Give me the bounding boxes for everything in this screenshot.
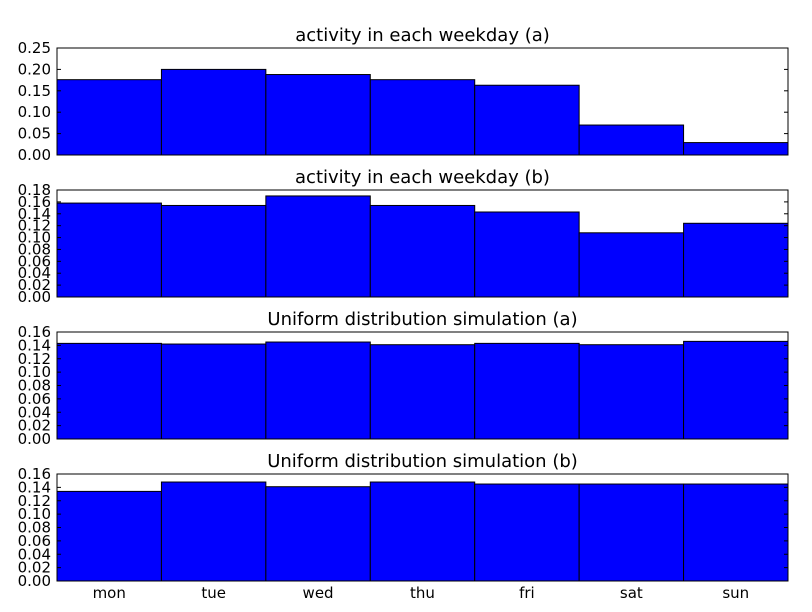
y-tick-label: 0.15 xyxy=(18,82,51,100)
y-tick-label: 0.14 xyxy=(18,478,51,496)
y-tick-label: 0.02 xyxy=(18,559,51,577)
y-tick-label: 0.12 xyxy=(18,492,51,510)
bar-mon xyxy=(56,79,162,156)
bar-wed xyxy=(265,195,371,298)
bar-sat xyxy=(578,124,685,156)
y-tick-label: 0.00 xyxy=(18,430,51,448)
chart-panel-4: Uniform distribution simulation (b)0.000… xyxy=(18,451,789,602)
bar-sat xyxy=(578,483,685,582)
bar-sat xyxy=(578,232,685,298)
y-tick-label: 0.08 xyxy=(18,377,51,395)
bar-sun xyxy=(683,222,789,298)
chart-title: Uniform distribution simulation (a) xyxy=(267,309,577,330)
y-tick-label: 0.10 xyxy=(18,505,51,523)
y-tick-label: 0.06 xyxy=(18,532,51,550)
y-tick-label: 0.25 xyxy=(18,39,51,57)
chart-title: Uniform distribution simulation (b) xyxy=(267,451,578,472)
bar-mon xyxy=(56,490,162,582)
chart-title: activity in each weekday (a) xyxy=(295,25,550,46)
y-tick-label: 0.08 xyxy=(18,519,51,537)
x-tick-label-mon: mon xyxy=(93,584,126,602)
y-tick-label: 0.00 xyxy=(18,572,51,590)
y-tick-label: 0.14 xyxy=(18,205,51,223)
y-tick-label: 0.04 xyxy=(18,403,51,421)
bar-tue xyxy=(160,204,267,298)
bar-sun xyxy=(683,340,789,440)
y-tick-label: 0.10 xyxy=(18,103,51,121)
y-tick-label: 0.16 xyxy=(18,323,51,341)
y-tick-label: 0.06 xyxy=(18,390,51,408)
x-tick-label-sun: sun xyxy=(722,584,749,602)
bar-fri xyxy=(474,342,580,440)
bar-thu xyxy=(369,344,476,440)
x-tick-label-wed: wed xyxy=(303,584,334,602)
bar-fri xyxy=(474,84,580,156)
axes-frame xyxy=(56,47,789,156)
bar-wed xyxy=(265,341,371,440)
y-tick-label: 0.14 xyxy=(18,336,51,354)
bar-thu xyxy=(369,481,476,582)
bar-sat xyxy=(578,344,685,440)
y-tick-label: 0.08 xyxy=(18,240,51,258)
bar-wed xyxy=(265,486,371,582)
bar-tue xyxy=(160,68,267,156)
y-tick-label: 0.00 xyxy=(18,288,51,306)
y-tick-label: 0.02 xyxy=(18,417,51,435)
y-tick-label: 0.06 xyxy=(18,252,51,270)
x-tick-label-sat: sat xyxy=(620,584,643,602)
y-tick-label: 0.02 xyxy=(18,276,51,294)
x-tick-label-thu: thu xyxy=(410,584,435,602)
bar-thu xyxy=(369,204,476,298)
bar-tue xyxy=(160,481,267,582)
y-tick-label: 0.00 xyxy=(18,146,51,164)
bar-tue xyxy=(160,343,267,440)
x-tick-label-tue: tue xyxy=(201,584,226,602)
bar-fri xyxy=(474,211,580,298)
y-tick-label: 0.04 xyxy=(18,545,51,563)
y-tick-label: 0.05 xyxy=(18,125,51,143)
y-tick-label: 0.18 xyxy=(18,181,51,199)
axes-frame xyxy=(56,189,789,298)
y-tick-label: 0.10 xyxy=(18,363,51,381)
bar-mon xyxy=(56,202,162,298)
y-tick-label: 0.10 xyxy=(18,229,51,247)
y-tick-label: 0.12 xyxy=(18,217,51,235)
bar-sun xyxy=(683,142,789,156)
y-tick-label: 0.04 xyxy=(18,264,51,282)
bar-wed xyxy=(265,74,371,156)
y-tick-label: 0.16 xyxy=(18,465,51,483)
chart-panel-1: activity in each weekday (a) 0.00 0.05 0.10… xyxy=(18,25,789,164)
chart-panel-3: Uniform distribution simulation (a)0.000… xyxy=(18,309,789,448)
chart-title: activity in each weekday (b) xyxy=(295,167,550,188)
y-tick-label: 0.20 xyxy=(18,60,51,78)
x-tick-label-fri: fri xyxy=(519,584,535,602)
y-tick-label: 0.12 xyxy=(18,350,51,368)
bar-fri xyxy=(474,483,580,582)
bar-thu xyxy=(369,79,476,156)
bar-sun xyxy=(683,483,789,582)
chart-panel-2: activity in each weekday (b) 0.000.020.04… xyxy=(18,167,789,306)
y-tick-label: 0.16 xyxy=(18,193,51,211)
bar-mon xyxy=(56,342,162,440)
